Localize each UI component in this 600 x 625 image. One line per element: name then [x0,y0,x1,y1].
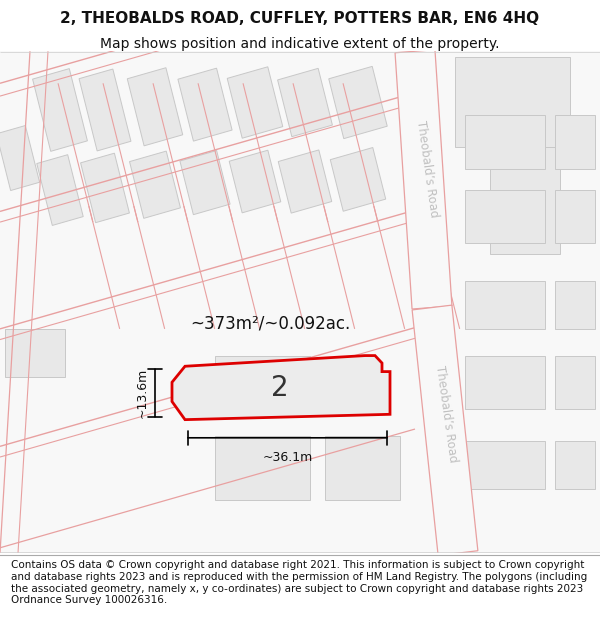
Polygon shape [127,68,183,146]
Polygon shape [555,441,595,489]
Text: ~373m²/~0.092ac.: ~373m²/~0.092ac. [190,314,350,332]
Polygon shape [37,155,83,226]
Polygon shape [215,356,310,414]
Polygon shape [465,190,545,244]
Polygon shape [227,67,283,138]
Polygon shape [490,148,560,254]
Text: Theobald’s Road: Theobald’s Road [414,119,440,218]
Polygon shape [325,436,400,500]
Polygon shape [130,151,181,218]
Polygon shape [172,356,390,419]
Polygon shape [330,148,386,211]
Text: ~36.1m: ~36.1m [262,451,313,464]
Polygon shape [32,69,88,151]
Text: Map shows position and indicative extent of the property.: Map shows position and indicative extent… [100,37,500,51]
Polygon shape [412,305,478,556]
Polygon shape [555,116,595,169]
Text: 2: 2 [271,374,289,402]
Polygon shape [278,150,332,213]
Polygon shape [465,356,545,409]
Text: ~13.6m: ~13.6m [136,368,149,418]
Polygon shape [465,116,545,169]
Polygon shape [80,153,130,222]
Text: Contains OS data © Crown copyright and database right 2021. This information is : Contains OS data © Crown copyright and d… [11,560,587,605]
Polygon shape [555,356,595,409]
Polygon shape [278,68,332,137]
Polygon shape [395,50,452,309]
Polygon shape [229,150,281,213]
Polygon shape [5,329,65,377]
Polygon shape [465,281,545,329]
Polygon shape [215,436,310,500]
Polygon shape [0,126,40,191]
Polygon shape [79,69,131,151]
Polygon shape [465,441,545,489]
Text: Theobald’s Road: Theobald’s Road [433,365,459,464]
Polygon shape [555,190,595,244]
Polygon shape [455,57,570,148]
Text: 2, THEOBALDS ROAD, CUFFLEY, POTTERS BAR, EN6 4HQ: 2, THEOBALDS ROAD, CUFFLEY, POTTERS BAR,… [61,11,539,26]
Polygon shape [178,68,232,141]
Polygon shape [329,66,387,139]
Polygon shape [180,151,230,214]
Polygon shape [555,281,595,329]
